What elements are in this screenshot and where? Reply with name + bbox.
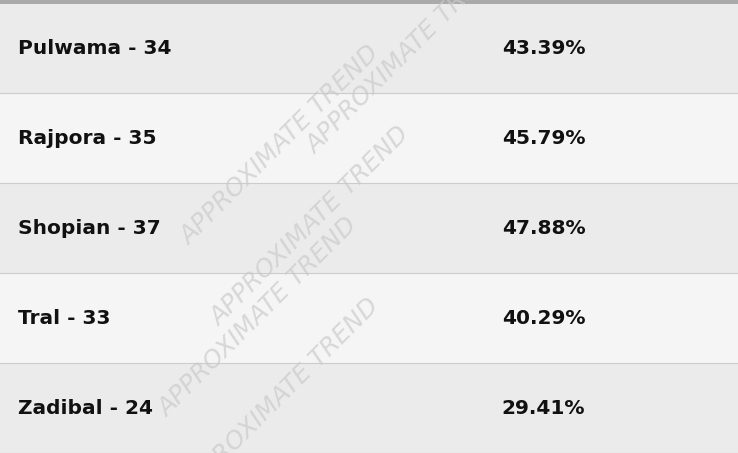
Text: 43.39%: 43.39%	[502, 39, 585, 58]
Bar	[0, 363, 738, 453]
Text: Zadibal - 24: Zadibal - 24	[18, 399, 154, 418]
Text: APPROXIMATE TREND: APPROXIMATE TREND	[302, 0, 510, 159]
Text: Tral - 33: Tral - 33	[18, 308, 111, 328]
Bar	[0, 183, 738, 273]
Bar	[0, 0, 738, 4]
Text: APPROXIMATE TREND: APPROXIMATE TREND	[176, 41, 384, 249]
Bar	[0, 93, 738, 183]
Text: APPROXIMATE TREND: APPROXIMATE TREND	[154, 213, 362, 421]
Text: Shopian - 37: Shopian - 37	[18, 219, 161, 238]
Text: 45.79%: 45.79%	[502, 129, 585, 148]
Text: APPROXIMATE TREND: APPROXIMATE TREND	[176, 294, 384, 453]
Text: 47.88%: 47.88%	[502, 219, 585, 238]
Text: 40.29%: 40.29%	[502, 308, 585, 328]
Bar	[0, 4, 738, 93]
Text: Rajpora - 35: Rajpora - 35	[18, 129, 157, 148]
Text: Pulwama - 34: Pulwama - 34	[18, 39, 172, 58]
Text: APPROXIMATE TREND: APPROXIMATE TREND	[206, 122, 414, 331]
Text: 29.41%: 29.41%	[502, 399, 585, 418]
Bar	[0, 273, 738, 363]
